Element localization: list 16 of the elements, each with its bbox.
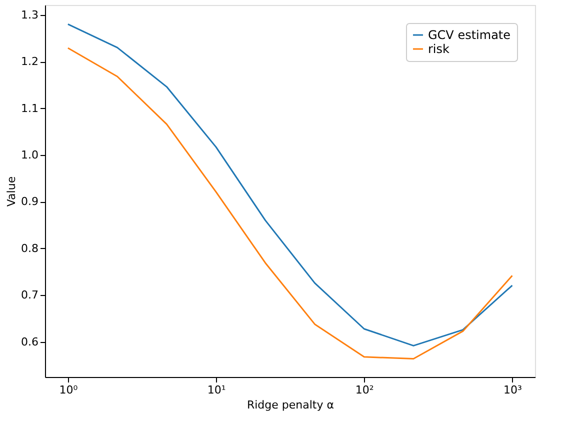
- y-tick-label: 1.3: [21, 8, 38, 22]
- x-tick-label: 10²: [355, 384, 374, 396]
- y-axis-title: Value: [5, 176, 18, 207]
- x-axis-title: Ridge penalty α: [246, 398, 334, 412]
- x-tick-label: 10¹: [207, 384, 226, 396]
- y-tick-label: 0.6: [21, 335, 38, 348]
- x-tick-label: 10³: [504, 384, 522, 396]
- y-tick-label: 1.2: [21, 55, 38, 68]
- y-tick-label: 0.8: [21, 242, 38, 255]
- x-tick-label: 10⁰: [59, 384, 78, 396]
- legend-label: risk: [428, 42, 450, 56]
- y-tick-label: 1.1: [21, 102, 38, 115]
- y-tick-label: 0.9: [21, 195, 38, 208]
- legend-label: GCV estimate: [428, 28, 511, 42]
- y-tick-label: 0.7: [21, 288, 38, 302]
- y-tick-label: 1.0: [21, 148, 38, 162]
